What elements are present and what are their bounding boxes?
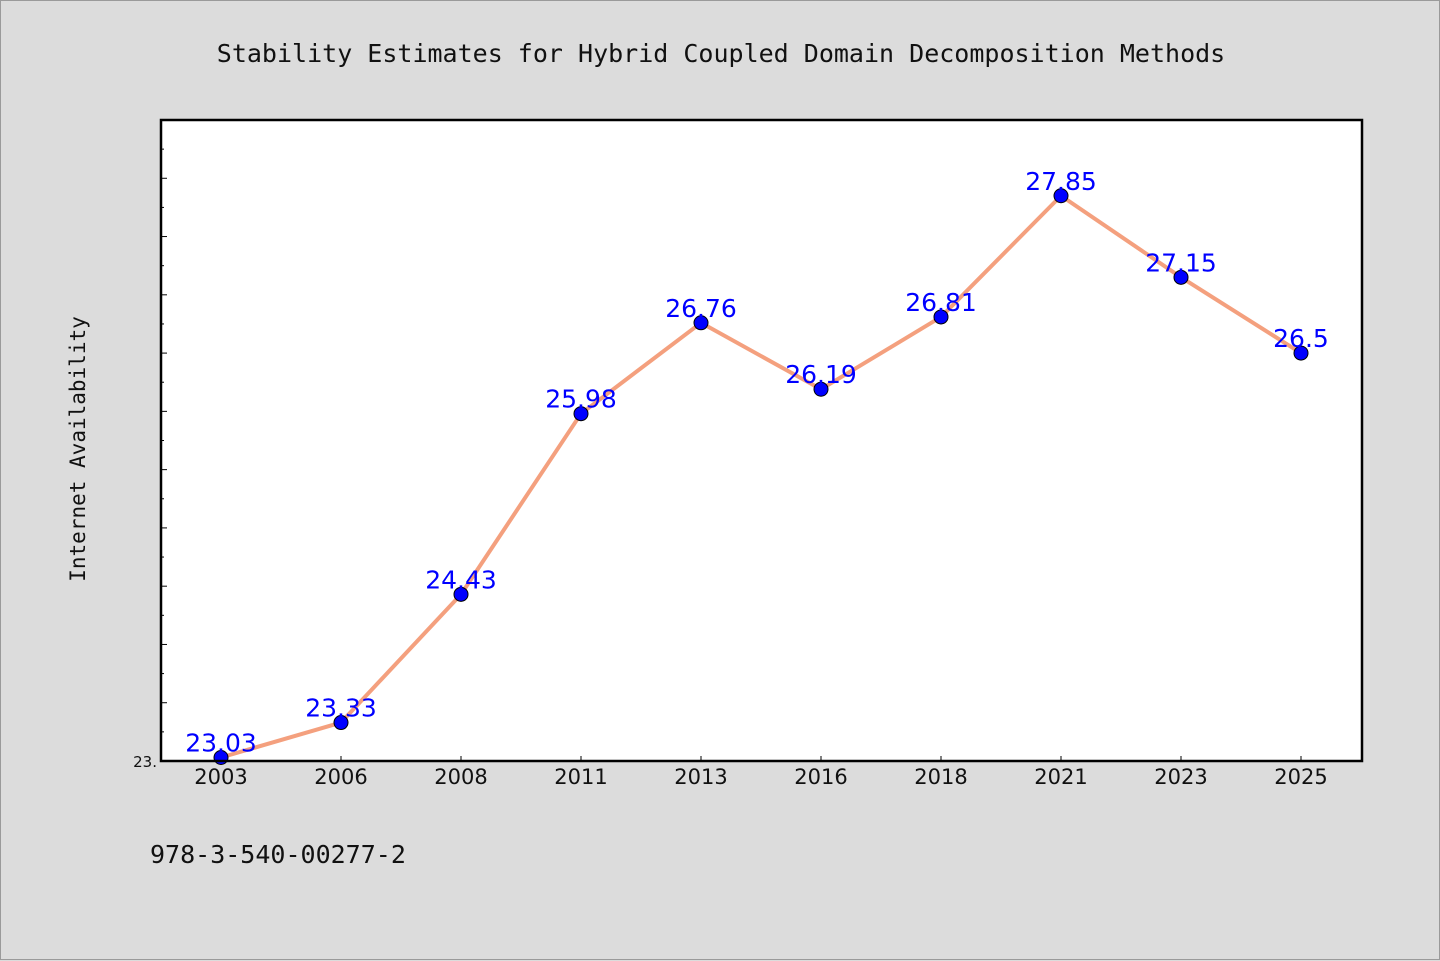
data-label: 26.81 (905, 288, 977, 317)
data-label: 26.76 (665, 294, 737, 323)
data-point (693, 315, 709, 331)
x-tick-label: 2003 (194, 765, 247, 789)
isbn-footer: 978-3-540-00277-2 (150, 840, 406, 869)
x-tick-label: 2011 (554, 765, 607, 789)
x-tick-label: 2016 (794, 765, 847, 789)
data-point (813, 381, 829, 397)
x-tick-label: 2006 (314, 765, 367, 789)
data-label: 26.19 (785, 360, 857, 389)
data-label: 25.98 (545, 385, 617, 414)
plot-area (161, 120, 1362, 761)
data-label: 26.5 (1273, 324, 1329, 353)
chart-title: Stability Estimates for Hybrid Coupled D… (217, 39, 1225, 68)
x-tick-label: 2013 (674, 765, 727, 789)
data-label: 27.85 (1025, 167, 1097, 196)
x-tick-label: 2008 (434, 765, 487, 789)
data-point (1293, 345, 1309, 361)
data-point (333, 715, 349, 731)
series-layer: 23.03 23.33 24.43 25.98 26.76 26.19 26.81 27.85… (185, 167, 1329, 766)
data-label: 27.15 (1145, 248, 1217, 277)
data-label: 24.43 (425, 565, 497, 594)
data-point (1053, 188, 1069, 204)
plot-frame (159, 118, 1364, 763)
data-point (453, 586, 469, 602)
x-tick-label: 2023 (1154, 765, 1207, 789)
x-tick-label: 2018 (914, 765, 967, 789)
data-label: 23.33 (305, 694, 377, 723)
data-label: 23.03 (185, 729, 257, 758)
x-tick-label: 2021 (1034, 765, 1087, 789)
x-axis-tick-labels: 2003 2006 2008 2011 2013 2016 2018 2021 2023 2025 (194, 756, 1328, 789)
data-point (1173, 269, 1189, 285)
x-tick-label: 2025 (1274, 765, 1327, 789)
y-tick-label: 23. (133, 753, 157, 771)
data-point (573, 406, 589, 422)
y-axis-label: Internet Availability (66, 316, 90, 582)
data-point (933, 309, 949, 325)
series-line (219, 193, 1303, 760)
